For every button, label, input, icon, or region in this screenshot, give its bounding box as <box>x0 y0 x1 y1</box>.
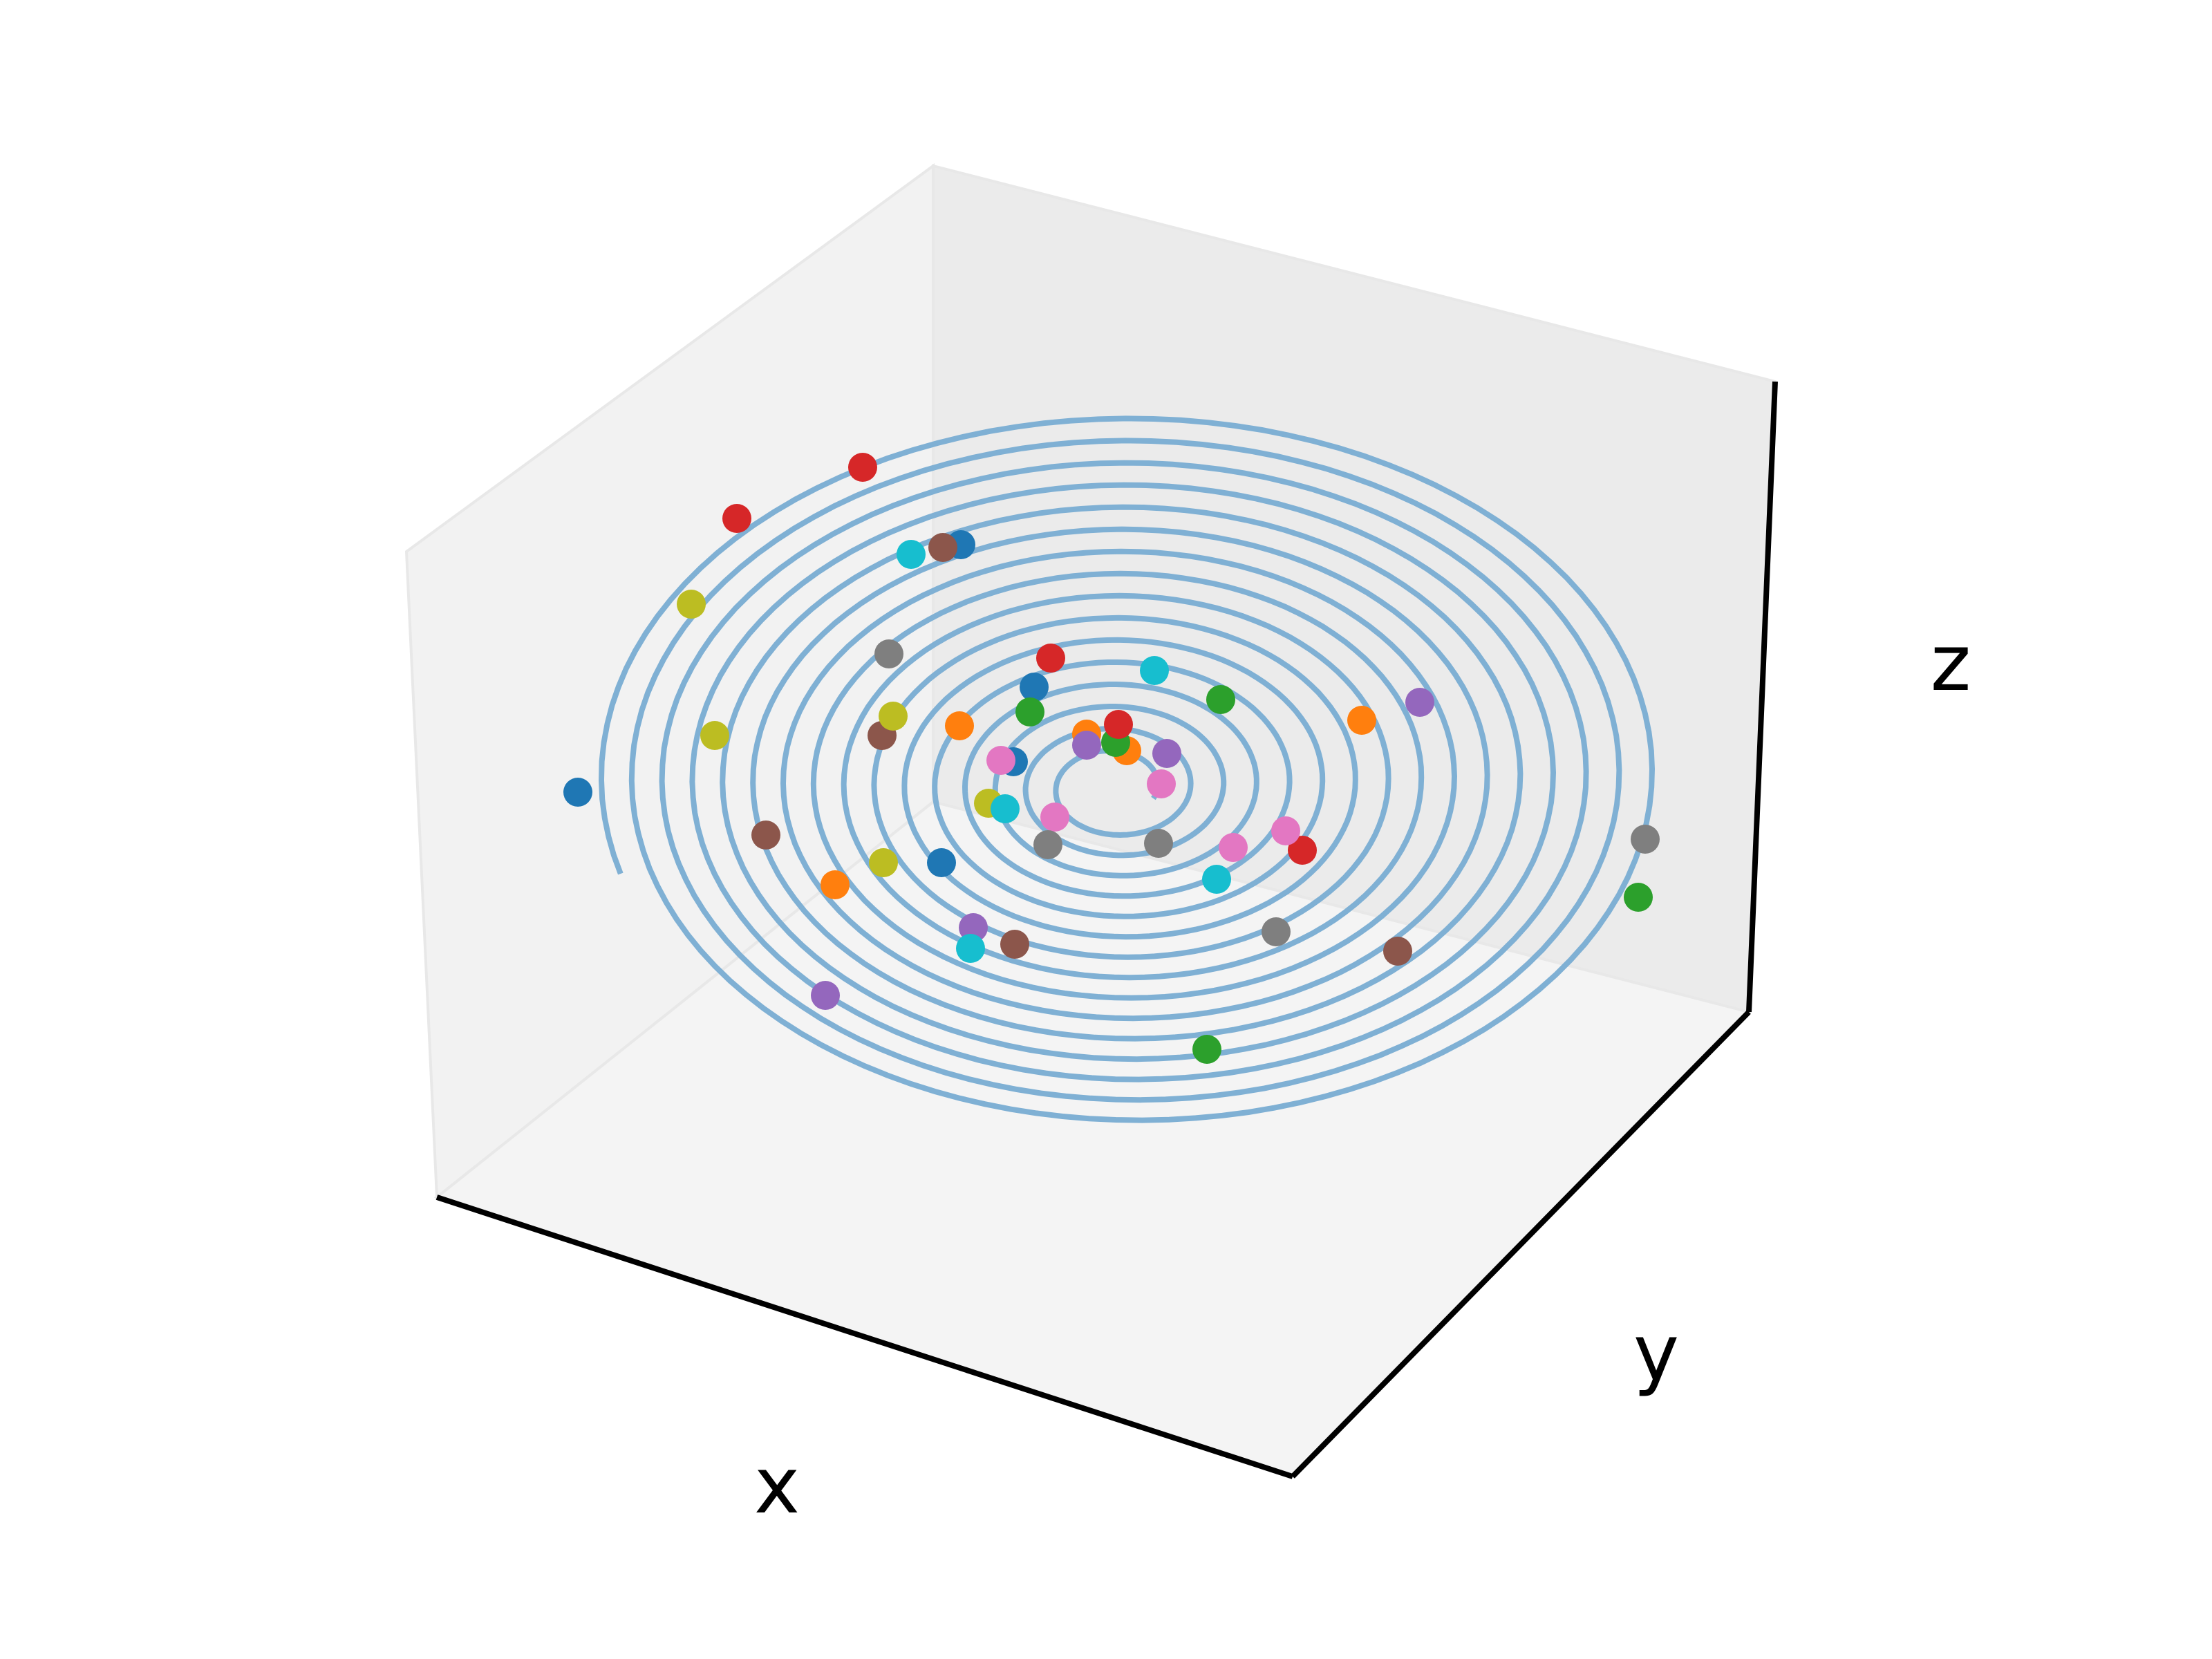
z-axis-label: z <box>1931 619 1971 709</box>
scatter-point-23 <box>1152 739 1181 768</box>
scatter-point-12 <box>1206 685 1235 714</box>
scatter-point-34 <box>1147 769 1176 798</box>
scatter-point-32 <box>986 746 1015 775</box>
x-axis-label: x <box>754 1441 800 1531</box>
scatter-point-26 <box>928 533 957 562</box>
scatter-point-45 <box>897 540 926 569</box>
scatter-point-48 <box>956 934 985 963</box>
y-axis-line <box>1291 1010 1751 1479</box>
scatter-point-41 <box>700 721 729 750</box>
scatter-point-30 <box>1271 816 1300 845</box>
scatter-point-46 <box>1140 656 1169 685</box>
x-axis-line <box>435 1194 1294 1479</box>
scatter-point-38 <box>1144 829 1173 858</box>
scatter-point-13 <box>1015 697 1044 727</box>
scatter-point-16 <box>722 504 751 533</box>
scatter-point-18 <box>1036 644 1065 673</box>
scatter-point-49 <box>991 794 1020 823</box>
scatter-point-36 <box>874 639 903 668</box>
scatter-point-0 <box>563 778 592 807</box>
scatter-point-43 <box>879 702 908 731</box>
scatter-point-20 <box>811 981 840 1010</box>
scatter-point-10 <box>1192 1035 1221 1064</box>
scatter-point-25 <box>751 821 780 850</box>
scatter-point-37 <box>1262 917 1291 946</box>
y-axis-label: y <box>1633 1309 1679 1398</box>
scatter-point-42 <box>869 848 898 877</box>
scatter-point-2 <box>927 848 956 877</box>
scatter-point-31 <box>1219 833 1248 862</box>
scatter-point-27 <box>1383 937 1412 966</box>
scatter-point-5 <box>821 870 850 899</box>
scatter-point-33 <box>1040 803 1069 832</box>
axes-panes <box>404 163 1777 1479</box>
axis-lines <box>435 381 1778 1479</box>
scatter-point-28 <box>1000 930 1029 959</box>
scatter-point-7 <box>1347 706 1376 735</box>
scatter-point-11 <box>1624 883 1653 912</box>
scatter-point-40 <box>677 590 706 619</box>
scatter-point-21 <box>1405 688 1434 717</box>
scatter-point-35 <box>1631 825 1660 854</box>
scatter-point-15 <box>848 453 877 482</box>
scatter-point-39 <box>1033 830 1062 859</box>
scatter-series <box>563 453 1660 1064</box>
z-axis-line <box>1746 381 1778 1013</box>
scatter-point-19 <box>1104 710 1133 739</box>
scatter-point-47 <box>1202 865 1231 894</box>
scatter-point-3 <box>1020 673 1049 702</box>
scatter-point-24 <box>1072 731 1101 760</box>
scatter-point-17 <box>1288 836 1317 865</box>
scatter-point-6 <box>945 711 974 740</box>
